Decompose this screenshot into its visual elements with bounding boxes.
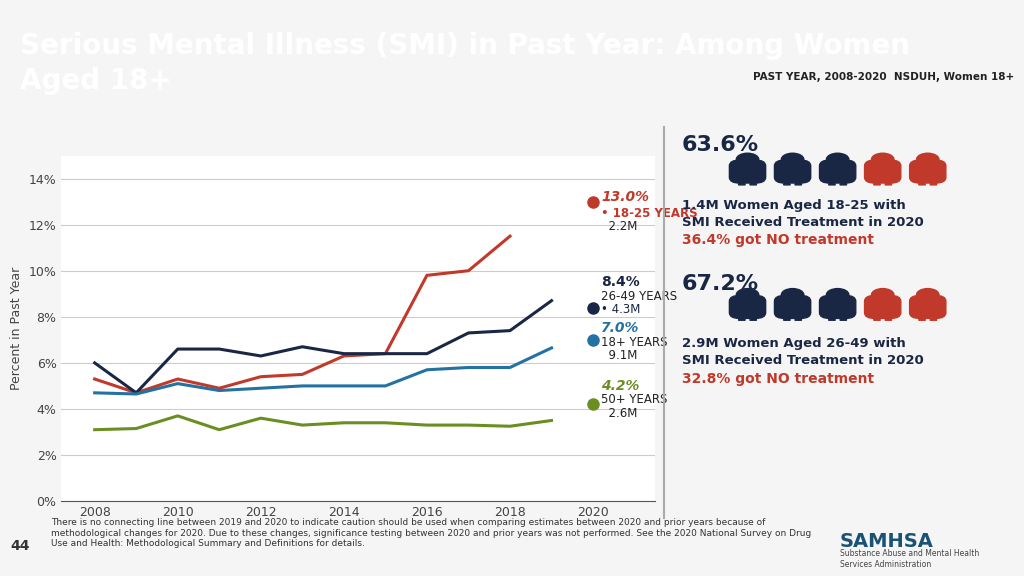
Text: • 18-25 YEARS: • 18-25 YEARS (601, 207, 698, 219)
Text: 13.0%: 13.0% (601, 190, 649, 204)
Text: 44: 44 (10, 539, 30, 553)
Text: 67.2%: 67.2% (682, 274, 759, 294)
Text: 1.4M Women Aged 18-25 with
SMI Received Treatment in 2020: 1.4M Women Aged 18-25 with SMI Received … (682, 199, 924, 229)
Text: Serious Mental Illness (SMI) in Past Year: Among Women
Aged 18+: Serious Mental Illness (SMI) in Past Yea… (20, 32, 910, 94)
Text: 26-49 YEARS: 26-49 YEARS (601, 290, 678, 302)
Text: 4.2%: 4.2% (601, 379, 640, 393)
Text: 8.4%: 8.4% (601, 275, 640, 289)
Text: 7.0%: 7.0% (601, 321, 640, 335)
Text: 32.8% got NO treatment: 32.8% got NO treatment (682, 372, 874, 385)
Text: 2.9M Women Aged 26-49 with
SMI Received Treatment in 2020: 2.9M Women Aged 26-49 with SMI Received … (682, 337, 924, 367)
Text: There is no connecting line between 2019 and 2020 to indicate caution should be : There is no connecting line between 2019… (51, 518, 811, 548)
Text: 50+ YEARS: 50+ YEARS (601, 393, 668, 406)
Text: • 4.3M: • 4.3M (601, 304, 641, 316)
Text: 63.6%: 63.6% (682, 135, 759, 156)
Text: SAMHSA: SAMHSA (840, 532, 934, 551)
Text: 2.2M: 2.2M (601, 221, 638, 233)
Text: 36.4% got NO treatment: 36.4% got NO treatment (682, 233, 874, 247)
Y-axis label: Percent in Past Year: Percent in Past Year (10, 267, 24, 390)
Text: Substance Abuse and Mental Health
Services Administration: Substance Abuse and Mental Health Servic… (840, 549, 979, 569)
Text: 2.6M: 2.6M (601, 407, 638, 420)
Text: 9.1M: 9.1M (601, 350, 638, 362)
Text: 18+ YEARS: 18+ YEARS (601, 336, 668, 348)
Text: PAST YEAR, 2008-2020  NSDUH, Women 18+: PAST YEAR, 2008-2020 NSDUH, Women 18+ (753, 72, 1014, 82)
